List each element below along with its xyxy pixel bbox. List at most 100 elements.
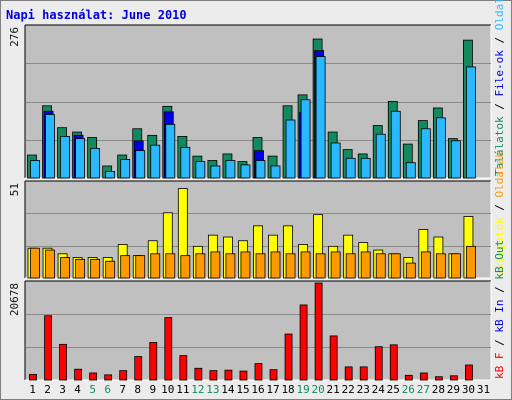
x-tick-label: 29: [447, 383, 460, 396]
kbytes-bar: [314, 282, 323, 381]
top-legend-entry: /: [493, 30, 506, 50]
visits-bar: [451, 253, 461, 279]
top-legend-entry: Találatok: [493, 116, 506, 176]
visits-bar: [120, 255, 131, 279]
x-tick-label: 19: [296, 383, 309, 396]
visits-bar: [105, 260, 116, 279]
x-tick-label: 8: [134, 383, 141, 396]
pages-bar: [330, 142, 341, 179]
visits-bar: [150, 253, 161, 279]
kbytes-bar: [59, 343, 67, 381]
pages-bar: [285, 119, 296, 179]
visits-bar: [90, 258, 101, 279]
pages-bar: [405, 162, 416, 179]
pages-bar: [120, 158, 131, 179]
middle-legend-entry: /: [493, 198, 506, 218]
pages-bar: [135, 150, 146, 179]
x-tick-label: 28: [432, 383, 445, 396]
x-tick-label: 5: [89, 383, 96, 396]
pages-bar: [90, 148, 101, 179]
middle-legend: Látogatók / Oldalak: [493, 151, 506, 277]
x-tick-label: 2: [44, 383, 51, 396]
x-tick-label: 31: [477, 383, 490, 396]
top-legend-entry: Oldalak: [493, 0, 506, 30]
pages-bar: [315, 56, 326, 179]
top-y-max-label: 276: [8, 27, 21, 47]
visits-bar: [315, 253, 326, 279]
visits-bar: [45, 249, 55, 279]
visits-bar: [30, 247, 40, 279]
x-tick-label: 14: [221, 383, 235, 396]
x-tick-label: 13: [206, 383, 219, 396]
pages-bar: [375, 133, 386, 179]
x-tick-label: 30: [462, 383, 475, 396]
x-tick-label: 10: [161, 383, 174, 396]
x-tick-label: 20: [312, 383, 325, 396]
top-legend-entry: File-ok: [493, 50, 506, 97]
x-tick-label: 6: [104, 383, 111, 396]
x-tick-label: 16: [251, 383, 264, 396]
kbytes-bar: [434, 376, 443, 381]
visits-bar: [75, 258, 85, 279]
x-tick-label: 23: [357, 383, 370, 396]
x-tick-label: 7: [119, 383, 126, 396]
x-tick-label: 4: [74, 383, 81, 396]
pages-bar: [300, 99, 311, 179]
x-tick-label: 26: [402, 383, 415, 396]
visits-bar: [405, 262, 416, 279]
kbytes-bar: [389, 344, 398, 381]
kbytes-bar: [344, 366, 353, 381]
kbytes-bar: [329, 335, 338, 381]
x-tick-label: 24: [372, 383, 386, 396]
pages-bar: [210, 165, 221, 179]
kbytes-bar: [404, 374, 413, 381]
x-tick-label: 22: [342, 383, 355, 396]
visits-bar: [435, 253, 446, 279]
pages-bar: [466, 66, 476, 179]
middle-legend-entry: Látogatók: [493, 217, 506, 277]
visits-bar: [135, 255, 146, 279]
pages-bar: [420, 128, 431, 179]
x-tick-label: 18: [281, 383, 294, 396]
pages-bar: [345, 157, 356, 179]
pages-bar: [225, 160, 236, 179]
pages-bar: [45, 114, 55, 179]
pages-bar: [30, 160, 40, 179]
pages-bar: [105, 171, 116, 179]
pages-bar: [390, 110, 401, 179]
pages-bar: [165, 123, 176, 179]
kbytes-bar: [224, 369, 233, 381]
kbytes-bar: [104, 374, 113, 381]
kbytes-bar: [44, 315, 52, 381]
bottom-legend-entry: /: [493, 333, 506, 353]
pages-bar: [270, 165, 281, 179]
kbytes-bar: [179, 355, 188, 381]
visits-bar: [420, 251, 431, 279]
kbytes-bar: [450, 375, 458, 381]
kbytes-bar: [299, 304, 308, 381]
kbytes-bar: [374, 346, 383, 381]
x-tick-label: 11: [176, 383, 189, 396]
pages-bar: [360, 157, 371, 179]
kbytes-bar: [74, 368, 82, 381]
visits-bar: [255, 253, 266, 279]
middle-y-max-label: 51: [8, 183, 21, 196]
visits-bar: [330, 251, 341, 279]
x-tick-label: 25: [387, 383, 400, 396]
kbytes-bar: [359, 366, 368, 381]
pages-bar: [255, 160, 266, 179]
x-tick-label: 17: [266, 383, 279, 396]
pages-bar: [60, 136, 70, 179]
kbytes-bar: [284, 333, 293, 381]
kbytes-bar: [419, 372, 428, 381]
visits-bar: [285, 253, 296, 279]
visits-bar: [165, 253, 176, 279]
kbytes-bar: [194, 367, 203, 381]
kbytes-bar: [269, 369, 278, 381]
visits-bar: [390, 253, 401, 279]
kbytes-bar: [164, 317, 173, 381]
x-tick-label: 27: [417, 383, 430, 396]
pages-bar: [435, 117, 446, 179]
kbytes-bar: [149, 342, 158, 381]
